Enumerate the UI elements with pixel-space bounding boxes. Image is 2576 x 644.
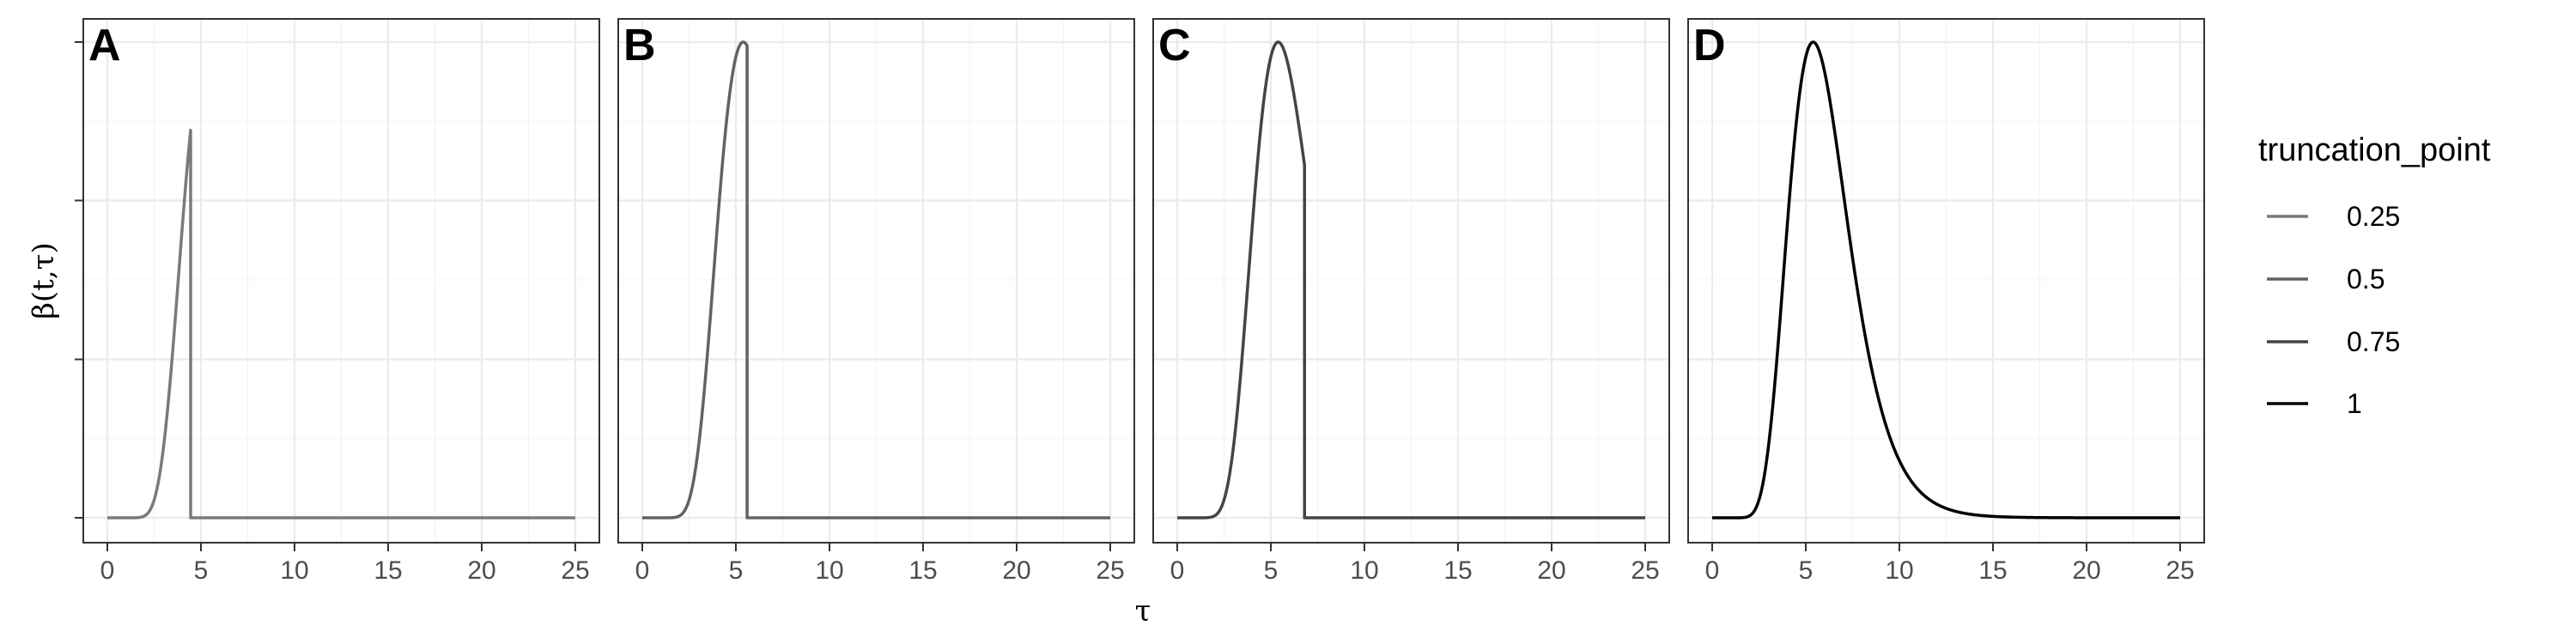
gridlines [1688, 19, 2204, 543]
legend: truncation_point 0.25 0.5 0.75 1 [2258, 132, 2491, 419]
x-tick-label: 20 [467, 556, 495, 585]
x-tick-label: 0 [635, 556, 650, 585]
x-tick-label: 20 [2072, 556, 2100, 585]
legend-label: 0.75 [2347, 326, 2400, 357]
legend-item-1: 1 [2267, 388, 2362, 419]
panel-tag: D [1693, 21, 1726, 70]
series-line-1 [1711, 40, 2181, 519]
x-tick-label: 0 [1170, 556, 1185, 585]
legend-title: truncation_point [2258, 132, 2491, 168]
legend-item-0.5: 0.5 [2267, 264, 2385, 295]
x-tick-label: 25 [561, 556, 589, 585]
x-axis-title: τ [1135, 594, 1151, 629]
x-tick-label: 15 [374, 556, 402, 585]
panel-tag: C [1158, 21, 1191, 70]
legend-label: 1 [2347, 388, 2362, 419]
x-tick-label: 25 [1631, 556, 1659, 585]
panel-tag: A [88, 21, 121, 70]
x-tick-label: 5 [1264, 556, 1279, 585]
y-axis-title: β(t,τ) [27, 242, 61, 319]
x-tick-label: 0 [1705, 556, 1720, 585]
gridlines [1153, 19, 1669, 543]
panel-a: A 0 5 10 15 20 25 [75, 18, 600, 585]
x-tick-label: 5 [194, 556, 209, 585]
panel-b: B 0 5 10 15 20 25 [617, 18, 1135, 585]
x-tick-label: 10 [1350, 556, 1378, 585]
x-tick-label: 10 [1885, 556, 1913, 585]
x-tick-label: 5 [729, 556, 744, 585]
panel-tag: B [623, 21, 656, 70]
panel-c: C 0 5 10 15 20 25 [1152, 18, 1670, 585]
shared-axes: β(t,τ) τ [27, 242, 1151, 629]
legend-item-0.25: 0.25 [2267, 201, 2400, 232]
legend-label: 0.5 [2347, 264, 2385, 295]
panel-d: D 0 5 10 15 20 25 [1687, 18, 2205, 585]
panel-border [1152, 18, 1670, 544]
series-line-0.25 [106, 128, 575, 519]
x-tick-label: 20 [1537, 556, 1565, 585]
legend-label: 0.25 [2347, 201, 2400, 232]
x-tick-label: 15 [1443, 556, 1472, 585]
x-tick-label: 0 [100, 556, 115, 585]
x-tick-label: 15 [908, 556, 937, 585]
facet-panels: A 0 5 10 15 20 25 B 0 5 10 15 20 25 C 0 5 10 15 20 25 D 0 5 10 15… [75, 18, 2205, 585]
panel-border [82, 18, 600, 544]
gridlines [618, 19, 1134, 543]
x-tick-label: 15 [1978, 556, 2007, 585]
legend-item-0.75: 0.75 [2267, 326, 2400, 357]
series-line-0.5 [641, 40, 1110, 519]
x-tick-label: 5 [1799, 556, 1814, 585]
series-line-0.75 [1176, 40, 1645, 519]
panel-border [1687, 18, 2205, 544]
panel-border [617, 18, 1135, 544]
x-tick-label: 10 [280, 556, 308, 585]
x-tick-label: 25 [1096, 556, 1124, 585]
x-tick-label: 10 [815, 556, 843, 585]
x-tick-label: 20 [1002, 556, 1030, 585]
x-tick-label: 25 [2166, 556, 2194, 585]
